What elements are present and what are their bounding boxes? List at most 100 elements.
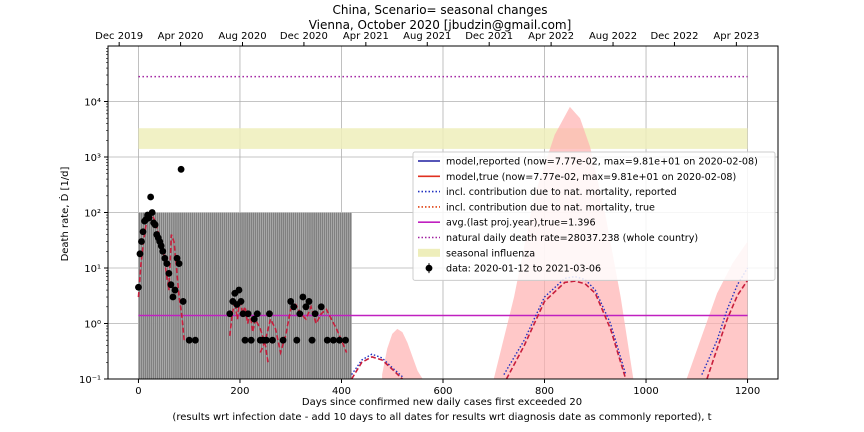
data-point: [179, 298, 187, 305]
data-point: [185, 336, 193, 344]
data-point: [145, 214, 153, 222]
gray-bar: [193, 212, 196, 379]
legend-handle-marker: [425, 264, 433, 272]
gray-bar: [284, 212, 287, 379]
data-point: [241, 336, 249, 344]
top-tick-label: Aug 2021: [403, 31, 451, 42]
data-point: [237, 298, 245, 305]
gray-bar: [243, 212, 247, 379]
y-axis-label: Death rate, Ḋ [1/d]: [58, 166, 71, 261]
gray-bar: [239, 212, 243, 379]
data-point: [139, 228, 147, 236]
legend-entry-label: incl. contribution due to nat. mortality…: [446, 202, 655, 213]
plot-area: [135, 75, 749, 379]
gray-bar: [345, 212, 348, 379]
data-point: [247, 336, 255, 344]
data-point: [136, 250, 144, 258]
gray-bar: [146, 212, 149, 379]
model-true-line: [259, 303, 348, 356]
gray-bar: [341, 212, 344, 379]
x-tick-label: 0: [135, 386, 141, 397]
gray-bar: [247, 212, 251, 379]
legend-entry-label: seasonal influenza: [446, 248, 535, 259]
gray-bar: [187, 212, 190, 379]
data-point: [165, 269, 173, 277]
gray-bar: [201, 212, 204, 379]
data-point: [138, 238, 145, 245]
gray-bar: [274, 212, 277, 379]
gray-bar: [180, 212, 184, 379]
gray-bar: [256, 212, 259, 379]
gray-bar: [270, 212, 273, 379]
legend-entry-label: data: 2020-01-12 to 2021-03-06: [446, 264, 601, 275]
data-point: [262, 336, 270, 344]
gray-bar: [178, 212, 182, 379]
gray-bar: [327, 212, 330, 379]
x-tick-label: 1200: [735, 386, 760, 397]
x-tick-label: 800: [535, 386, 554, 397]
data-point: [167, 281, 175, 289]
data-point: [163, 260, 171, 268]
legend-box: [412, 151, 776, 281]
gray-bar: [221, 212, 224, 379]
data-point: [250, 315, 258, 323]
data-point: [329, 336, 337, 344]
gray-bar: [245, 212, 249, 379]
gray-bar: [150, 212, 153, 379]
gray-bar: [166, 212, 170, 379]
gray-bar: [282, 212, 285, 379]
gray-bar: [203, 212, 206, 379]
model-true-line: [350, 356, 403, 379]
data-point: [302, 303, 310, 311]
data-point: [157, 242, 165, 250]
gray-bar: [225, 212, 228, 379]
data-point: [279, 336, 287, 344]
chart-title-line1: China, Scenario= seasonal changes: [332, 3, 547, 17]
data-point: [148, 209, 156, 216]
gray-bar: [337, 212, 340, 379]
y-tick-label: 10²: [84, 209, 101, 220]
top-tick-label: Aug 2020: [218, 31, 266, 42]
y-tick-label: 10¹: [84, 264, 101, 275]
gray-bar: [209, 212, 212, 379]
gray-bar: [335, 212, 338, 379]
top-tick-label: Aug 2022: [589, 31, 637, 42]
gray-bar: [272, 212, 275, 379]
y-tick-label: 10⁰: [84, 320, 101, 331]
data-point: [235, 286, 243, 294]
x-tick-label: 1000: [633, 386, 658, 397]
gray-bar: [292, 212, 295, 379]
data-point: [191, 336, 199, 344]
gray-bar: [237, 212, 241, 379]
gray-bar: [262, 212, 265, 379]
chart-title-line2: Vienna, October 2020 [jbudzin@gmail.com]: [309, 18, 572, 32]
data-point: [147, 193, 155, 201]
gray-bar: [176, 212, 180, 379]
data-point: [151, 221, 159, 229]
top-tick-label: Apr 2022: [528, 31, 574, 42]
data-point: [308, 336, 316, 344]
gray-bar: [306, 212, 310, 379]
legend-entry-label: model,true (now=7.77e-02, max=9.81e+01 o…: [446, 172, 736, 183]
gray-bar: [331, 212, 334, 379]
x-tick-label: 200: [230, 386, 249, 397]
gray-bar: [347, 212, 350, 379]
legend-entry-label: avg.(last proj.year),true=1.396: [446, 218, 596, 229]
data-point: [311, 310, 319, 318]
gray-bar: [229, 212, 232, 379]
legend-handle-patch: [418, 248, 440, 257]
gray-bar: [258, 212, 261, 379]
gray-bar: [189, 212, 192, 379]
top-tick-label: Dec 2020: [280, 31, 328, 42]
data-point: [177, 165, 185, 173]
gray-bar: [308, 212, 312, 379]
gray-bar: [227, 212, 230, 379]
seasonal-influenza-band: [138, 128, 748, 149]
legend-entry-label: natural daily death rate=28037.238 (whol…: [446, 233, 698, 244]
model-reported-line: [351, 353, 403, 378]
gray-bar: [197, 212, 200, 379]
data-point: [175, 260, 183, 268]
gray-bar: [205, 212, 208, 379]
gray-bar: [250, 212, 253, 379]
